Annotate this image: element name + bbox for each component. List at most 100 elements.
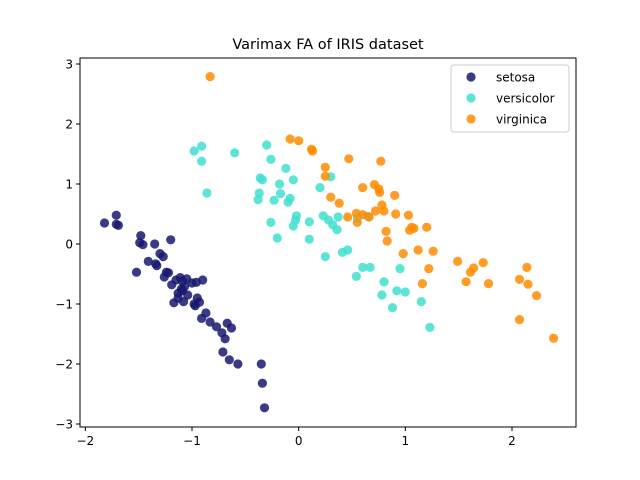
point-setosa (179, 282, 190, 292)
point-setosa (220, 334, 230, 344)
point-versicolor (257, 175, 267, 185)
point-setosa (205, 317, 215, 327)
point-versicolor (288, 175, 298, 185)
point-versicolor (189, 146, 199, 156)
series-virginica (205, 72, 559, 343)
point-setosa (226, 323, 237, 333)
point-setosa (259, 403, 270, 413)
point-setosa (136, 231, 146, 241)
point-versicolor (304, 234, 314, 244)
point-versicolor (197, 141, 207, 151)
series-setosa (99, 210, 270, 413)
point-setosa (194, 297, 205, 307)
point-virginica (320, 171, 330, 181)
point-virginica (522, 262, 532, 272)
point-setosa (166, 235, 176, 245)
point-versicolor (333, 212, 343, 222)
point-virginica (424, 264, 434, 274)
point-versicolor (377, 290, 387, 300)
y-tick-label: 1 (65, 177, 73, 191)
point-versicolor (304, 217, 314, 227)
chart-title: Varimax FA of IRIS dataset (232, 37, 424, 53)
point-virginica (334, 198, 344, 208)
point-virginica (294, 136, 304, 146)
point-versicolor (269, 195, 279, 205)
legend-label-versicolor: versicolor (496, 91, 555, 105)
point-virginica (417, 279, 427, 289)
point-setosa (224, 355, 234, 365)
point-virginica (453, 256, 463, 266)
legend: setosa versicolor virginica (450, 64, 570, 133)
legend-marker-virginica (466, 114, 476, 124)
point-versicolor (387, 303, 398, 313)
point-versicolor (395, 264, 405, 274)
point-versicolor (358, 262, 368, 272)
point-versicolor (266, 217, 276, 227)
point-virginica (376, 156, 386, 166)
point-versicolor (262, 140, 272, 150)
point-versicolor (266, 154, 276, 164)
x-tick-label: −1 (183, 434, 201, 448)
point-setosa (150, 239, 160, 249)
legend-marker-setosa (466, 72, 476, 82)
point-setosa (201, 308, 211, 318)
point-virginica (531, 291, 542, 301)
point-versicolor (291, 211, 302, 221)
point-versicolor (272, 233, 282, 243)
y-tick-label: −1 (55, 297, 73, 311)
point-virginica (358, 183, 368, 193)
point-virginica (285, 134, 295, 144)
point-virginica (428, 246, 438, 256)
point-virginica (375, 187, 385, 197)
point-versicolor (392, 286, 402, 296)
y-tick-label: 0 (65, 237, 73, 251)
point-versicolor (285, 193, 295, 203)
point-virginica (422, 222, 432, 232)
point-virginica (413, 245, 423, 255)
y-tick-label: −2 (55, 357, 73, 371)
point-versicolor (320, 252, 330, 262)
point-versicolor (254, 188, 264, 198)
plot-frame (79, 57, 577, 428)
point-virginica (370, 206, 381, 216)
point-virginica (514, 315, 525, 325)
point-setosa (233, 359, 243, 369)
point-versicolor (275, 189, 286, 199)
point-virginica (549, 333, 559, 343)
point-setosa (178, 297, 189, 307)
point-versicolor (400, 287, 410, 297)
point-setosa (152, 261, 162, 271)
y-tick-label: 3 (65, 57, 73, 71)
point-setosa (218, 347, 228, 357)
point-setosa (198, 275, 208, 285)
point-virginica (320, 162, 330, 172)
point-setosa (113, 220, 123, 230)
point-virginica (461, 277, 471, 287)
x-tick-label: 0 (295, 434, 303, 448)
point-setosa (143, 256, 153, 266)
point-versicolor (379, 277, 389, 287)
point-versicolor (416, 297, 426, 307)
point-versicolor (365, 262, 375, 272)
point-versicolor (425, 322, 435, 332)
x-tick-label: −2 (76, 434, 94, 448)
point-setosa (183, 290, 193, 300)
legend-label-virginica: virginica (496, 112, 547, 126)
point-setosa (211, 322, 222, 332)
point-virginica (398, 249, 408, 259)
point-versicolor (202, 188, 212, 198)
point-virginica (391, 209, 401, 219)
point-versicolor (343, 245, 353, 255)
point-setosa (138, 240, 148, 250)
x-tick-label: 2 (508, 434, 516, 448)
point-versicolor (230, 148, 240, 158)
point-versicolor (197, 156, 207, 166)
point-virginica (381, 226, 391, 236)
point-virginica (326, 192, 336, 202)
point-virginica (523, 279, 533, 289)
point-setosa (111, 210, 121, 220)
point-setosa (163, 268, 174, 278)
point-versicolor (315, 183, 325, 193)
point-setosa (257, 378, 267, 388)
